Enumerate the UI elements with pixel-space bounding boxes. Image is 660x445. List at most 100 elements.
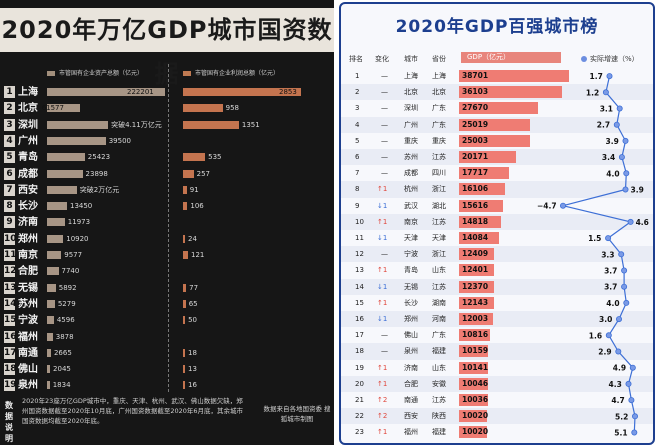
gdp-bar bbox=[459, 102, 538, 115]
rank-cell: 1 bbox=[355, 72, 360, 80]
province-cell: 上海 bbox=[432, 72, 446, 80]
gdp-row: 4 — 广州 广东 25019 bbox=[341, 116, 653, 133]
growth-point bbox=[605, 332, 612, 339]
rank-cell: 10 bbox=[355, 217, 364, 226]
change-cell: — bbox=[381, 250, 388, 259]
city-name: 上海 bbox=[18, 87, 38, 98]
rank-badge: 19 bbox=[4, 379, 17, 392]
profit-value: 106 bbox=[190, 202, 204, 211]
assets-value: 39500 bbox=[108, 136, 131, 145]
profit-bar bbox=[183, 381, 185, 390]
growth-point bbox=[616, 105, 623, 112]
gdp-bar bbox=[459, 215, 502, 228]
profit-value: 91 bbox=[189, 185, 199, 194]
profit-bar bbox=[183, 251, 188, 259]
growth-point bbox=[628, 397, 635, 404]
gdp-row: 21 ↑2 南通 江苏 10036 bbox=[341, 392, 653, 408]
gdp-bar bbox=[459, 118, 531, 131]
growth-label: 4.9 bbox=[613, 364, 626, 373]
change-cell: — bbox=[381, 104, 388, 113]
rank-cell: 19 bbox=[355, 363, 364, 372]
growth-legend-dot bbox=[581, 56, 587, 62]
city-cell: 天津 bbox=[404, 234, 418, 242]
growth-label: 3.7 bbox=[604, 283, 617, 292]
province-cell: 四川 bbox=[432, 169, 446, 178]
city-cell: 南京 bbox=[404, 217, 418, 226]
assets-bar bbox=[47, 381, 50, 390]
header-change: 变化 bbox=[375, 55, 389, 63]
rank-cell: 16 bbox=[355, 315, 364, 323]
profit-bar bbox=[183, 169, 194, 178]
legend-assets-label: 市管国有企业资产总额（亿元） bbox=[59, 70, 144, 77]
right-title: 2020年GDP百强城市榜 bbox=[395, 17, 599, 37]
gdp-row: 11 ↓1 天津 天津 14084 bbox=[341, 230, 653, 246]
assets-bar bbox=[47, 348, 51, 357]
gdp-row: 2 — 北京 北京 36103 bbox=[341, 84, 653, 101]
growth-label: 1.6 bbox=[589, 331, 602, 340]
assets-bar bbox=[47, 185, 77, 194]
growth-label: 3.1 bbox=[600, 105, 613, 114]
gdp-bar bbox=[459, 86, 562, 99]
growth-point bbox=[627, 218, 634, 225]
gdp-value: 12409 bbox=[462, 249, 489, 259]
assets-bar bbox=[47, 365, 51, 374]
city-name: 深圳 bbox=[18, 119, 38, 131]
change-cell: ↑1 bbox=[377, 298, 388, 307]
city-cell: 济南 bbox=[404, 363, 418, 372]
asset-row: 16 福州 3878 bbox=[0, 329, 334, 346]
rank-badge: 1 bbox=[4, 86, 15, 98]
profit-value: 121 bbox=[191, 251, 205, 259]
gdp-value: 12370 bbox=[462, 281, 489, 291]
change-cell: ↑1 bbox=[377, 266, 388, 275]
growth-label: 1.5 bbox=[588, 234, 601, 243]
profit-bar bbox=[183, 202, 188, 211]
rank-badge: 11 bbox=[4, 249, 17, 261]
change-cell: — bbox=[381, 72, 388, 80]
gdp-value: 17717 bbox=[462, 168, 489, 178]
assets-bar bbox=[47, 202, 67, 211]
gdp-value: 36103 bbox=[462, 87, 489, 97]
rank-cell: 6 bbox=[355, 153, 360, 161]
gdp-value: 10036 bbox=[462, 395, 489, 404]
city-cell: 西安 bbox=[404, 412, 418, 421]
growth-point bbox=[631, 429, 638, 436]
assets-bar bbox=[47, 218, 65, 227]
city-name: 福州 bbox=[18, 331, 38, 343]
growth-label: 2.7 bbox=[597, 121, 610, 130]
growth-label: 2.9 bbox=[598, 348, 611, 357]
assets-value: 2665 bbox=[53, 348, 72, 357]
assets-value: 2045 bbox=[53, 365, 71, 374]
growth-point bbox=[613, 121, 620, 128]
city-cell: 泉州 bbox=[404, 347, 418, 356]
gdp-bar bbox=[459, 264, 495, 277]
city-cell: 上海 bbox=[404, 72, 418, 80]
assets-bar bbox=[47, 153, 85, 162]
assets-value: 222201 bbox=[127, 88, 154, 96]
rank-cell: 12 bbox=[355, 250, 364, 259]
assets-value: 突破4.11万亿元 bbox=[111, 120, 162, 129]
province-cell: 江苏 bbox=[432, 396, 446, 404]
city-name: 北京 bbox=[18, 103, 38, 115]
asset-row: 4 广州 39500 bbox=[0, 133, 334, 150]
assets-value: 25423 bbox=[87, 153, 111, 162]
profit-bar bbox=[183, 348, 185, 357]
change-cell: ↓1 bbox=[377, 315, 388, 323]
profit-value: 1351 bbox=[241, 120, 260, 129]
city-cell: 无锡 bbox=[404, 282, 418, 291]
header-growth: 实际增速（%） bbox=[581, 54, 639, 64]
profit-value: 77 bbox=[189, 283, 199, 292]
header-rank: 排名 bbox=[349, 55, 363, 63]
gdp-value: 20171 bbox=[462, 152, 489, 161]
gdp-bar bbox=[459, 248, 495, 261]
legend-assets: 市管国有企业资产总额（亿元） bbox=[47, 70, 143, 78]
growth-label: 5.2 bbox=[615, 412, 628, 421]
assets-value: 4596 bbox=[56, 316, 75, 325]
change-cell: — bbox=[381, 331, 388, 340]
assets-value: 23898 bbox=[85, 169, 108, 178]
profit-value: 13 bbox=[188, 365, 197, 374]
rank-badge: 3 bbox=[4, 118, 15, 131]
gdp-row: 9 ↓1 武汉 湖北 15616 bbox=[341, 198, 653, 214]
gdp-bar bbox=[459, 296, 494, 309]
asset-row: 3 深圳 突破4.11万亿元 1351 bbox=[0, 117, 334, 134]
city-name: 广州 bbox=[18, 135, 38, 147]
